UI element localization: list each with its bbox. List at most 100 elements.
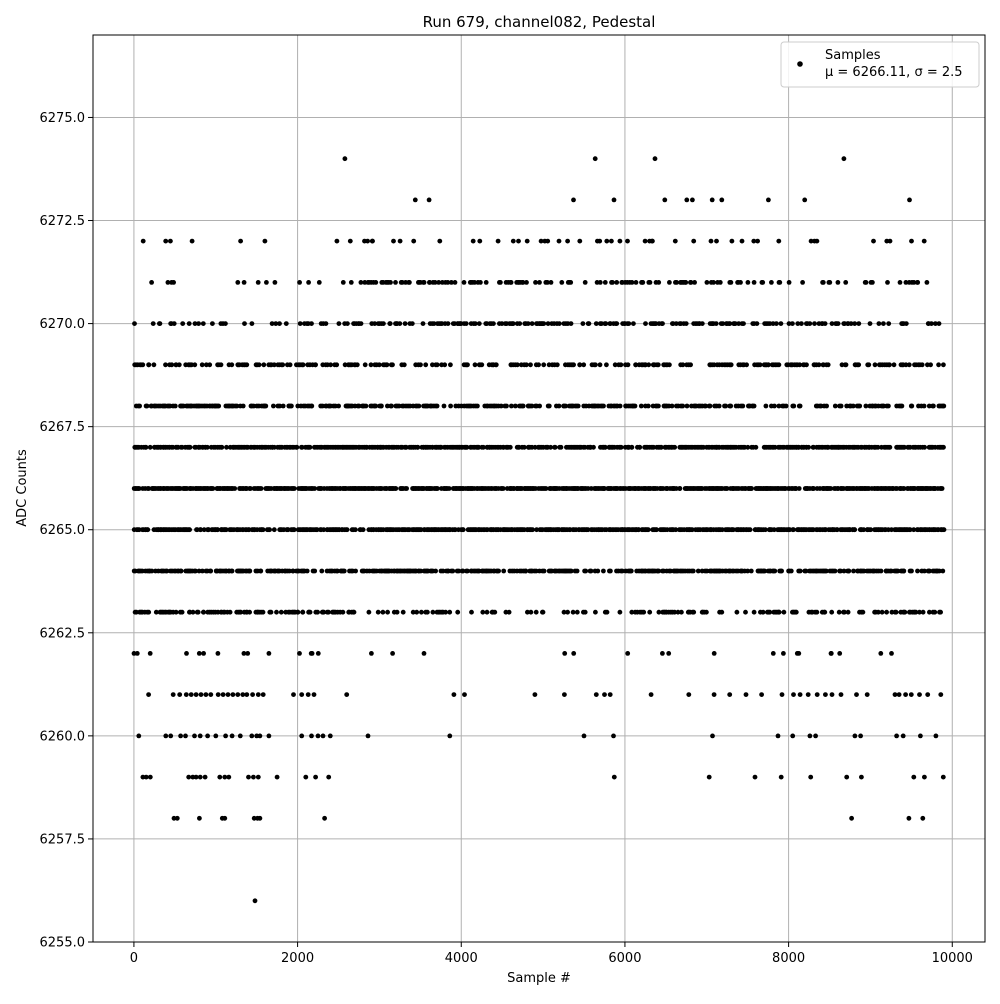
data-point [529,403,535,409]
data-point [656,568,662,574]
data-point [180,321,186,326]
data-point [788,568,794,574]
data-point [887,238,893,244]
data-point [814,692,820,697]
data-point [397,321,403,326]
data-point [703,403,708,409]
data-point [257,815,263,821]
data-point [677,486,683,491]
data-point [884,609,889,615]
data-point [277,321,282,326]
data-point [478,280,483,285]
data-point [656,280,662,285]
data-point [655,362,661,368]
data-point [909,568,914,574]
data-point [915,280,921,285]
data-point [255,692,261,697]
data-point [170,692,176,697]
data-point [334,238,340,244]
data-point [299,733,305,739]
data-point [463,321,469,326]
data-point [304,568,310,574]
data-point [256,362,262,368]
data-point [864,692,870,697]
data-point [747,527,753,533]
data-point [570,609,576,615]
data-point [203,692,209,697]
data-point [244,362,250,368]
data-point [829,692,835,697]
data-point [186,774,192,780]
data-point [300,362,306,368]
data-point [832,568,838,574]
data-point [860,609,866,615]
data-point [617,238,623,244]
data-point [689,527,695,533]
data-point [433,568,438,574]
legend-stats: μ = 6266.11, σ = 2.5 [825,65,963,80]
data-point [387,321,393,326]
data-point [895,568,901,574]
data-point [179,609,185,615]
data-point [645,527,651,533]
data-point [583,568,589,574]
data-point [571,197,576,203]
data-point [146,692,152,697]
data-point [595,568,601,574]
data-point [545,321,551,326]
data-point [368,362,374,368]
data-point [479,362,485,368]
data-point [134,651,140,656]
data-point [177,692,183,697]
data-point [280,403,286,409]
data-point [201,609,207,615]
data-point [291,486,297,491]
data-point [720,321,726,326]
data-point [260,527,266,533]
data-point [577,238,583,244]
data-point [759,692,764,697]
data-point [565,609,570,615]
data-point [370,238,375,244]
data-point [146,609,152,615]
data-point [888,568,894,574]
data-point [781,609,787,615]
y-tick-label: 6257.5 [40,832,86,847]
data-point [774,321,779,326]
data-point [216,403,222,409]
data-point [813,733,818,739]
data-point [264,280,269,285]
data-point [437,238,443,244]
data-point [224,444,229,450]
data-point [475,403,480,409]
data-point [866,362,872,368]
data-point [223,321,228,326]
data-point [537,280,542,285]
data-point [532,692,538,697]
data-point [646,362,652,368]
data-point [315,651,321,656]
data-point [846,568,852,574]
data-point [728,403,734,409]
data-point [260,692,266,697]
data-point [581,733,587,739]
data-point [881,321,886,326]
data-point [363,403,369,409]
data-point [885,280,890,285]
data-point [875,609,881,615]
data-point [172,403,178,409]
data-point [200,321,206,326]
data-point [501,568,507,574]
data-point [545,280,550,285]
data-point [751,280,757,285]
x-tick-label: 10000 [932,951,973,966]
data-point [205,444,210,450]
data-point [465,362,470,368]
data-point [751,403,757,409]
data-point [593,362,598,368]
data-point [309,403,315,409]
data-point [460,568,466,574]
data-point [660,321,665,326]
data-point [602,444,608,450]
data-point [797,692,803,697]
